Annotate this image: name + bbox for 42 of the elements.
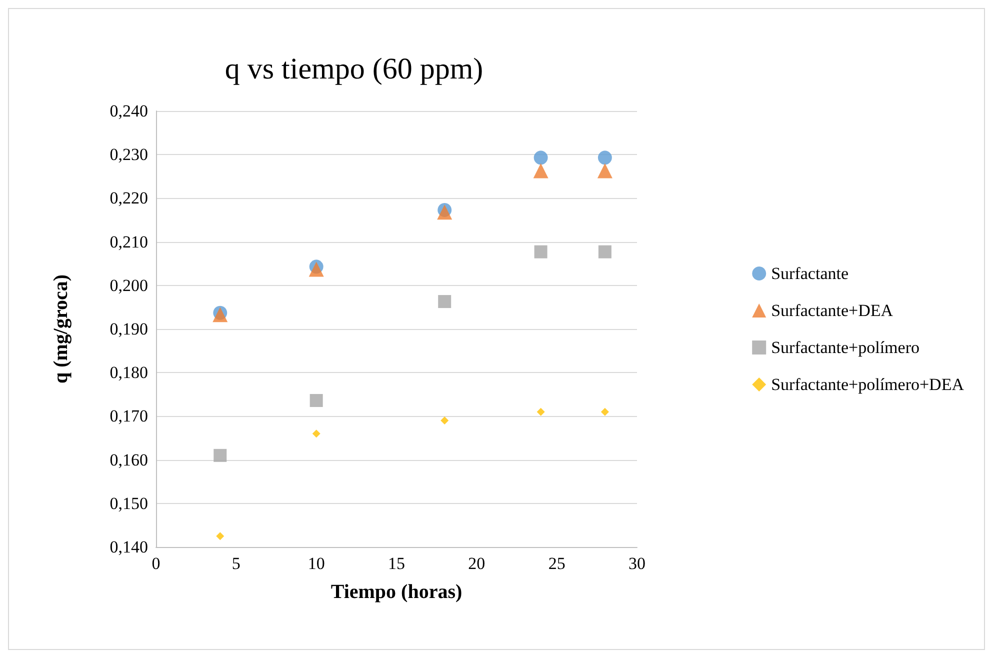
x-axis-title: Tiempo (horas): [330, 581, 462, 603]
legend-label: Surfactante+DEA: [771, 301, 894, 320]
y-tick-label: 0,210: [110, 232, 148, 252]
y-tick-label: 0,220: [110, 188, 148, 208]
x-tick-label: 30: [628, 554, 646, 573]
legend-label: Surfactante+polímero+DEA: [771, 375, 965, 394]
y-tick-label: 0,150: [110, 494, 148, 513]
point: [597, 163, 612, 178]
point: [437, 204, 452, 220]
legend-label: Surfactante: [771, 264, 849, 283]
y-tick-label: 0,230: [110, 145, 148, 164]
y-tick-label: 0,190: [110, 320, 148, 338]
legend-label: Surfactante+polímero: [771, 338, 920, 357]
y-tick-label: 0,240: [110, 102, 148, 120]
point: [600, 408, 609, 416]
point: [216, 532, 224, 540]
chart-title: q vs tiempo (60 ppm): [224, 52, 484, 86]
point: [536, 408, 545, 416]
x-tick-label: 5: [232, 554, 240, 573]
x-tick-label: 15: [388, 554, 405, 573]
point: [212, 307, 228, 322]
point: [312, 430, 320, 438]
point: [533, 163, 548, 178]
point: [438, 295, 452, 308]
x-tick-label: 25: [548, 554, 566, 573]
point: [440, 416, 449, 425]
point: [310, 394, 323, 408]
point: [534, 245, 548, 258]
x-tick-label: 0: [152, 554, 160, 573]
y-tick-label: 0,160: [110, 450, 148, 470]
y-tick-label: 0,140: [110, 538, 148, 556]
x-tick-label: 10: [308, 554, 325, 573]
x-tick-label: 20: [468, 554, 486, 573]
point: [598, 150, 612, 165]
y-tick-label: 0,170: [110, 406, 148, 426]
y-tick-label: 0,180: [110, 363, 148, 382]
y-tick-label: 0,200: [110, 276, 148, 295]
point: [598, 245, 612, 258]
point: [308, 262, 324, 277]
point: [214, 448, 227, 462]
point: [534, 150, 548, 165]
y-axis-title: q (mg/groca): [50, 274, 72, 384]
